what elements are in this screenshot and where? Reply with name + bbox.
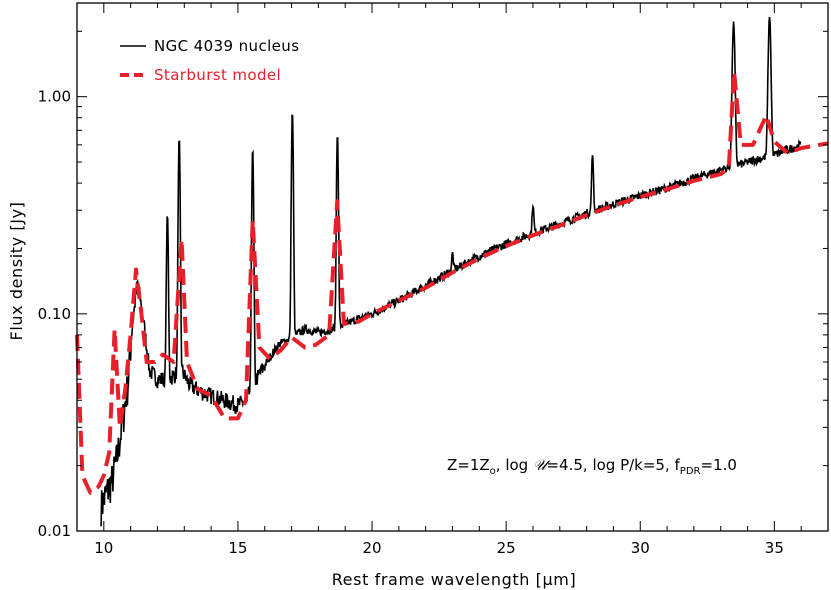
starburst-model-line: [75, 69, 829, 495]
x-tick-label: 15: [228, 539, 247, 557]
x-tick-label: 10: [94, 539, 113, 557]
x-tick-label: 25: [497, 539, 516, 557]
x-tick-label: 20: [362, 539, 381, 557]
legend: NGC 4039 nucleus Starburst model: [120, 37, 299, 84]
y-tick-label: 0.10: [38, 305, 71, 323]
x-axis-title: Rest frame wavelength [μm]: [332, 570, 577, 589]
legend-label-observed: NGC 4039 nucleus: [154, 37, 299, 55]
y-axis-title: Flux density [Jy]: [7, 202, 26, 341]
y-tick-label: 1.00: [38, 88, 71, 106]
y-tick-label: 0.01: [38, 522, 71, 540]
observed-spectrum-line: [100, 16, 802, 527]
x-tick-label: 35: [765, 539, 784, 557]
x-tick-label: 30: [631, 539, 650, 557]
legend-label-model: Starburst model: [154, 66, 281, 84]
model-parameters-annotation: Z=1Zo, log 𝒰=4.5, log P/k=5, fPDR=1.0: [447, 456, 737, 477]
